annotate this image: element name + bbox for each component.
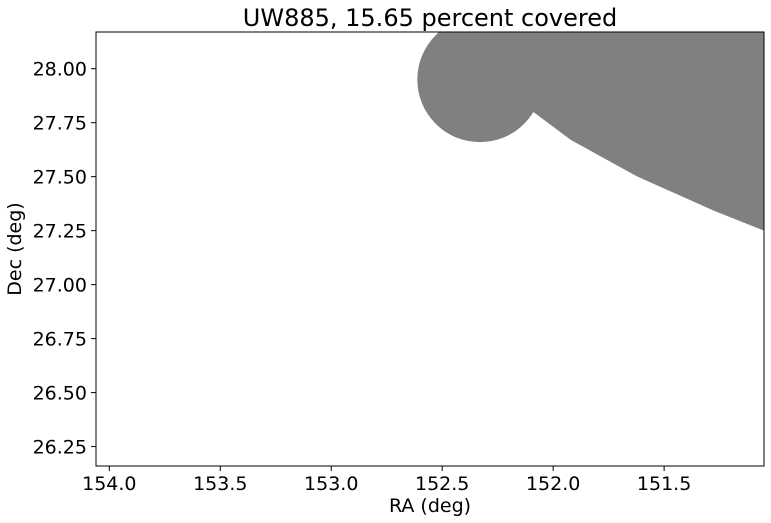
x-tick-label: 154.0 xyxy=(82,473,136,495)
y-tick-label: 27.75 xyxy=(33,113,87,135)
coverage-polygon xyxy=(475,32,764,231)
y-tick-label: 27.00 xyxy=(33,275,87,297)
chart-title: UW885, 15.65 percent covered xyxy=(243,4,617,32)
y-axis: 26.25 26.50 26.75 27.00 27.25 27.50 27.75 28.00 xyxy=(33,59,96,459)
x-tick-label: 153.5 xyxy=(193,473,247,495)
plot-frame xyxy=(95,31,765,467)
y-tick-label: 26.50 xyxy=(33,383,87,405)
plot-area xyxy=(95,31,765,467)
x-tick-label: 152.0 xyxy=(526,473,580,495)
x-tick-label: 152.5 xyxy=(415,473,469,495)
y-tick-label: 26.25 xyxy=(33,437,87,459)
x-axis-label: RA (deg) xyxy=(389,495,471,517)
coverage-layer xyxy=(417,32,764,231)
y-tick-label: 27.50 xyxy=(33,167,87,189)
y-tick-label: 26.75 xyxy=(33,329,87,351)
y-axis-label: Dec (deg) xyxy=(4,202,26,295)
y-tick-label: 27.25 xyxy=(33,221,87,243)
x-tick-label: 153.0 xyxy=(304,473,358,495)
x-axis: 154.0 153.5 153.0 152.5 152.0 151.5 xyxy=(82,466,691,495)
y-tick-label: 28.00 xyxy=(33,59,87,81)
x-tick-label: 151.5 xyxy=(637,473,691,495)
